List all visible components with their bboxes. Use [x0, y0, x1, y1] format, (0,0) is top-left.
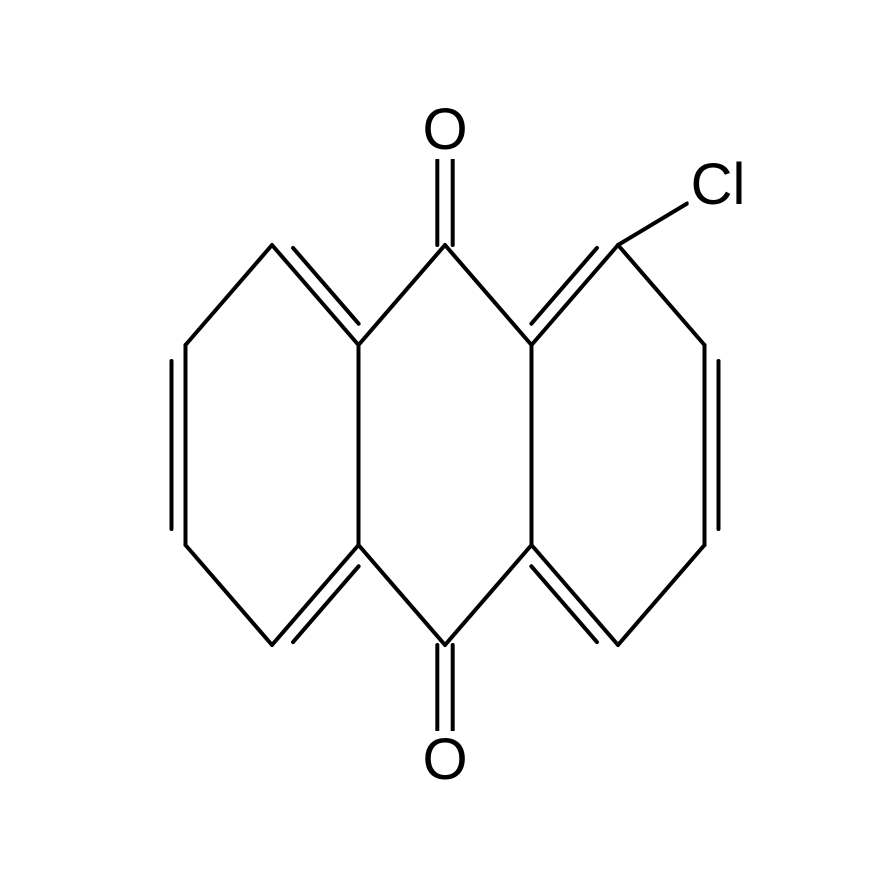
molecule-canvas: O O Cl: [0, 0, 890, 890]
oxygen-bottom-label: O: [420, 731, 469, 789]
chlorine-label: Cl: [689, 156, 748, 214]
oxygen-top-label: O: [420, 101, 469, 159]
